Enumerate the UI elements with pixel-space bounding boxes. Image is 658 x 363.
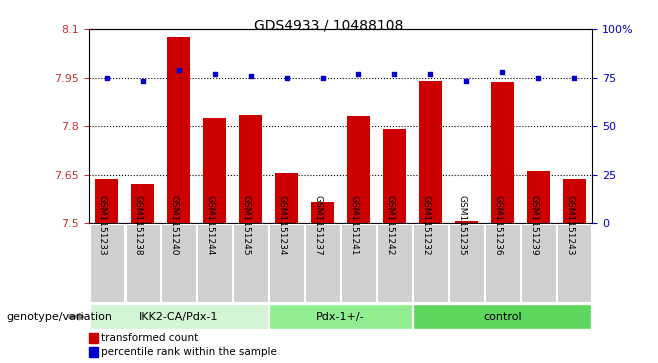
Bar [275, 173, 298, 223]
Text: GSM1151245: GSM1151245 [241, 195, 251, 256]
FancyBboxPatch shape [485, 224, 520, 302]
Text: GSM1151243: GSM1151243 [565, 195, 574, 256]
Bar [491, 82, 514, 223]
Text: GSM1151242: GSM1151242 [386, 195, 394, 256]
Text: GSM1151244: GSM1151244 [206, 195, 215, 256]
Text: control: control [483, 312, 522, 322]
Text: percentile rank within the sample: percentile rank within the sample [101, 347, 277, 357]
Point [245, 73, 256, 78]
FancyBboxPatch shape [89, 305, 268, 329]
Point [461, 78, 472, 84]
Text: GSM1151232: GSM1151232 [421, 195, 430, 256]
FancyBboxPatch shape [521, 224, 555, 302]
FancyBboxPatch shape [161, 224, 196, 302]
FancyBboxPatch shape [342, 224, 376, 302]
Bar [95, 179, 118, 223]
Point [353, 71, 364, 77]
Text: IKK2-CA/Pdx-1: IKK2-CA/Pdx-1 [139, 312, 218, 322]
Bar [563, 179, 586, 223]
Point [101, 75, 112, 81]
FancyBboxPatch shape [269, 224, 304, 302]
Text: GSM1151237: GSM1151237 [314, 195, 322, 256]
Text: GDS4933 / 10488108: GDS4933 / 10488108 [254, 18, 404, 32]
FancyBboxPatch shape [557, 224, 592, 302]
Text: GSM1151234: GSM1151234 [278, 195, 287, 256]
Point [533, 75, 544, 81]
FancyBboxPatch shape [126, 224, 160, 302]
Text: GSM1151235: GSM1151235 [457, 195, 467, 256]
FancyBboxPatch shape [377, 224, 412, 302]
Text: GSM1151233: GSM1151233 [98, 195, 107, 256]
Text: GSM1151238: GSM1151238 [134, 195, 143, 256]
Bar [89, 347, 98, 357]
Bar [526, 171, 550, 223]
Bar [131, 184, 155, 223]
Point [389, 71, 399, 77]
Point [282, 75, 292, 81]
Text: GSM1151240: GSM1151240 [170, 195, 179, 256]
FancyBboxPatch shape [413, 224, 447, 302]
Bar [383, 129, 406, 223]
Bar [89, 333, 98, 343]
Bar [203, 118, 226, 223]
FancyBboxPatch shape [269, 305, 412, 329]
Point [317, 75, 328, 81]
Text: Pdx-1+/-: Pdx-1+/- [316, 312, 365, 322]
Text: transformed count: transformed count [101, 334, 199, 343]
Point [425, 71, 436, 77]
Text: genotype/variation: genotype/variation [7, 312, 113, 322]
Bar [347, 117, 370, 223]
FancyBboxPatch shape [305, 224, 340, 302]
Bar [239, 115, 263, 223]
Point [209, 71, 220, 77]
Point [138, 78, 148, 84]
FancyBboxPatch shape [413, 305, 592, 329]
Point [497, 69, 507, 75]
Point [174, 67, 184, 73]
Text: GSM1151239: GSM1151239 [529, 195, 538, 256]
Point [569, 75, 580, 81]
Bar [418, 81, 442, 223]
FancyBboxPatch shape [449, 224, 484, 302]
Text: GSM1151241: GSM1151241 [349, 195, 359, 256]
Bar [455, 221, 478, 223]
Bar [311, 202, 334, 223]
FancyBboxPatch shape [197, 224, 232, 302]
FancyBboxPatch shape [89, 224, 124, 302]
Bar [167, 37, 190, 223]
FancyBboxPatch shape [234, 224, 268, 302]
Text: GSM1151236: GSM1151236 [494, 195, 502, 256]
